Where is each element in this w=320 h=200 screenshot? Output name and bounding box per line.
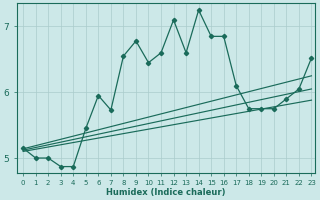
- X-axis label: Humidex (Indice chaleur): Humidex (Indice chaleur): [106, 188, 226, 197]
